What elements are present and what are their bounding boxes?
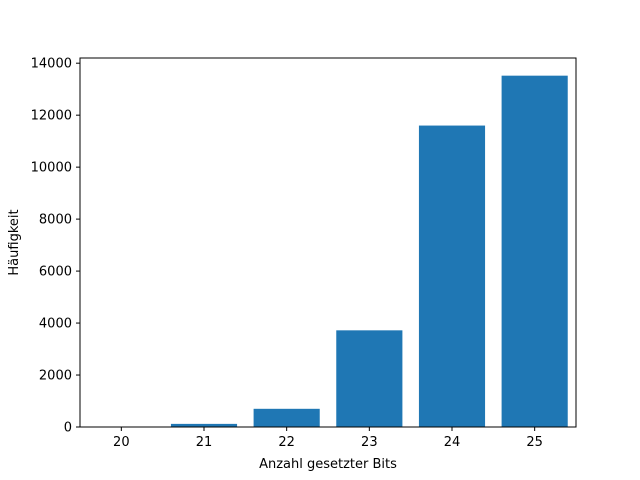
x-tick-label: 20 [113,435,130,450]
bar-23 [336,330,403,427]
x-axis-label: Anzahl gesetzter Bits [259,457,397,472]
y-tick-label: 2000 [39,369,72,384]
bars-group [88,75,568,428]
y-tick-label: 10000 [31,161,72,176]
x-tick-label: 22 [278,435,295,450]
y-tick-label: 4000 [39,317,72,332]
x-tick-label: 25 [526,435,543,450]
y-tick-label: 14000 [31,57,72,72]
bar-22 [253,408,320,427]
y-tick-label: 12000 [31,109,72,124]
bar-24 [418,125,486,427]
bar-21 [170,423,238,427]
bar-25 [501,75,568,428]
y-tick-label: 6000 [39,265,72,280]
y-axis-ticks: 0 2000 4000 6000 8000 10000 12000 14000 [31,57,80,436]
y-axis-label: Häufigkeit [7,209,22,275]
plot-frame [79,57,577,428]
y-tick-label: 8000 [39,213,72,228]
x-tick-label: 21 [196,435,213,450]
x-axis-ticks: 20 21 22 23 24 25 [113,427,543,450]
y-tick-label: 0 [64,421,72,436]
x-tick-label: 24 [444,435,461,450]
x-tick-label: 23 [361,435,378,450]
